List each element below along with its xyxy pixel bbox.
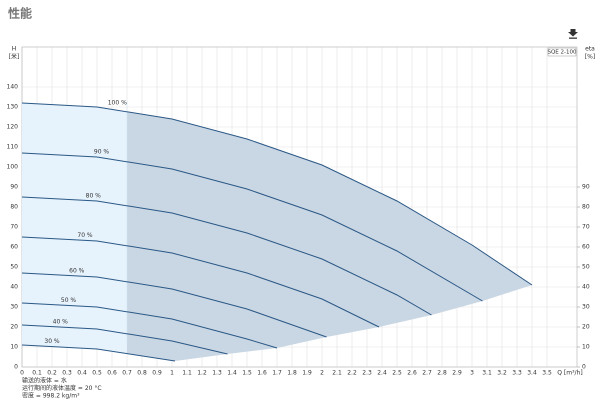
y2-tick-label: 50 (582, 264, 590, 271)
curve-label: 70 % (77, 232, 93, 239)
x-tick-label: 0.7 (122, 370, 132, 377)
speed-curve (21, 302, 278, 349)
curve-label: 80 % (86, 192, 102, 199)
y-tick-label: 0 (14, 364, 18, 371)
x-tick-label: 1.2 (197, 370, 207, 377)
speed-curve (21, 102, 533, 286)
y2-tick-label: 40 (582, 284, 590, 291)
x-tick-label: 2.8 (437, 370, 447, 377)
x-tick-label: 1.6 (257, 370, 267, 377)
x-tick-label: 2.4 (377, 370, 387, 377)
x-tick-label: 3.4 (527, 370, 537, 377)
speed-curve (21, 152, 483, 302)
legend-box (547, 47, 577, 57)
x-tick-label: 3.2 (497, 370, 507, 377)
y-tick-label: 80 (10, 204, 18, 211)
x-tick-label: 0.6 (107, 370, 117, 377)
y-tick-label: 10 (10, 344, 18, 351)
speed-curve (21, 236, 380, 328)
x-tick-label: 3.3 (512, 370, 522, 377)
y2-tick-label: 70 (582, 224, 590, 231)
x-tick-label: 2 (320, 370, 324, 377)
y2-tick-label: 20 (582, 324, 590, 331)
y-tick-label: 130 (7, 104, 19, 111)
footnote: 输送的液体 = 水 (22, 377, 67, 385)
region-operating (127, 111, 532, 361)
x-tick-label: 0.1 (32, 370, 42, 377)
x-tick-label: 1.9 (302, 370, 312, 377)
speed-curve (21, 324, 228, 355)
y2-tick-label: 0 (582, 364, 586, 371)
y-tick-label: 120 (7, 124, 19, 131)
x-tick-label: 1.5 (242, 370, 252, 377)
x-tick-label: 3.1 (482, 370, 492, 377)
y-axis-unit: [米] (9, 53, 20, 61)
chart-title: 性能 (7, 6, 32, 21)
y-tick-label: 40 (10, 284, 18, 291)
x-tick-label: 2.5 (392, 370, 402, 377)
speed-curve (21, 344, 176, 362)
curve-label: 50 % (61, 297, 77, 304)
y2-tick-label: 10 (582, 344, 590, 351)
speed-curve (21, 196, 432, 316)
x-tick-label: 0.5 (92, 370, 102, 377)
x-tick-label: 0.4 (77, 370, 87, 377)
footnote: 运行期间的液体温度 = 20 °C (22, 384, 102, 392)
y-tick-label: 70 (10, 224, 18, 231)
x-tick-label: 1.8 (287, 370, 297, 377)
x-tick-label: 1.1 (182, 370, 192, 377)
x-tick-label: 2.9 (452, 370, 462, 377)
y2-tick-label: 80 (582, 204, 590, 211)
y-tick-label: 30 (10, 304, 18, 311)
y-axis-label: H (12, 46, 17, 53)
x-tick-label: 1.7 (272, 370, 282, 377)
curve-label: 90 % (94, 149, 110, 156)
x-axis-label: Q [m³/h] (557, 370, 582, 377)
curve-label: 40 % (53, 319, 69, 326)
x-tick-label: 1.4 (227, 370, 237, 377)
y2-axis-label: eta (585, 46, 595, 53)
x-tick-label: 2.2 (347, 370, 357, 377)
region-low-flow (22, 103, 127, 354)
x-tick-label: 2.3 (362, 370, 372, 377)
curve-label: 30 % (44, 338, 60, 345)
y2-tick-label: 60 (582, 244, 590, 251)
x-tick-label: 0.9 (152, 370, 162, 377)
x-tick-label: 2.7 (422, 370, 432, 377)
y-tick-label: 110 (7, 144, 19, 151)
curve-label: 100 % (108, 100, 127, 107)
y-tick-label: 140 (7, 84, 19, 91)
x-tick-label: 1 (170, 370, 174, 377)
footnote: 密度 = 998.2 kg/m³ (22, 392, 80, 400)
x-tick-label: 0 (20, 370, 24, 377)
x-tick-label: 2.6 (407, 370, 417, 377)
y-tick-label: 60 (10, 244, 18, 251)
y-tick-label: 90 (10, 184, 18, 191)
download-button[interactable] (568, 29, 578, 39)
y2-axis-unit: [%] (585, 54, 595, 61)
y2-tick-label: 30 (582, 304, 590, 311)
x-tick-label: 3.5 (542, 370, 552, 377)
x-tick-label: 2.1 (332, 370, 342, 377)
x-tick-label: 3 (470, 370, 474, 377)
y-tick-label: 50 (10, 264, 18, 271)
y-tick-label: 20 (10, 324, 18, 331)
y-tick-label: 100 (7, 164, 19, 171)
legend-label: SQE 2-100 (547, 50, 577, 56)
x-tick-label: 0.8 (137, 370, 147, 377)
x-tick-label: 1.3 (212, 370, 222, 377)
speed-curve (21, 272, 327, 338)
curve-label: 60 % (69, 267, 85, 274)
y2-tick-label: 90 (582, 184, 590, 191)
x-tick-label: 0.3 (62, 370, 72, 377)
x-tick-label: 0.2 (47, 370, 57, 377)
